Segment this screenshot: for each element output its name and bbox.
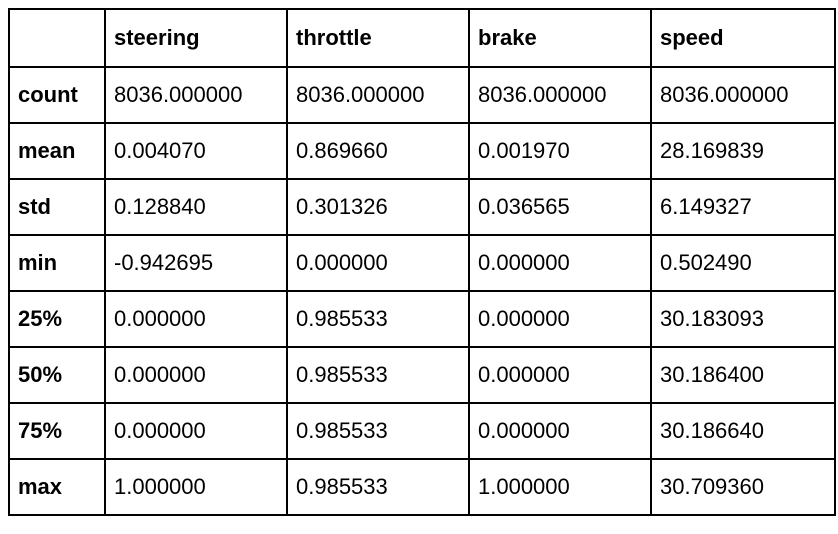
table-cell: 0.128840 — [104, 178, 288, 236]
table-cell: 1.000000 — [468, 458, 652, 516]
table-cell: 0.985533 — [286, 290, 470, 348]
table-cell: 0.985533 — [286, 346, 470, 404]
table-cell: 1.000000 — [104, 458, 288, 516]
table-cell: 0.869660 — [286, 122, 470, 180]
table-cell: 28.169839 — [650, 122, 836, 180]
table-cell: 0.000000 — [104, 346, 288, 404]
table-cell: 8036.000000 — [286, 66, 470, 124]
table-header-row: steering throttle brake speed — [8, 8, 836, 68]
table-row: min -0.942695 0.000000 0.000000 0.502490 — [8, 234, 836, 292]
table-row: std 0.128840 0.301326 0.036565 6.149327 — [8, 178, 836, 236]
table-cell: 30.183093 — [650, 290, 836, 348]
row-label-mean: mean — [8, 122, 106, 180]
table-cell: 6.149327 — [650, 178, 836, 236]
table-row: count 8036.000000 8036.000000 8036.00000… — [8, 66, 836, 124]
describe-stats-table: steering throttle brake speed count 8036… — [8, 8, 836, 516]
table-cell: 30.186400 — [650, 346, 836, 404]
table-cell: -0.942695 — [104, 234, 288, 292]
table-row: max 1.000000 0.985533 1.000000 30.709360 — [8, 458, 836, 516]
table-cell: 0.001970 — [468, 122, 652, 180]
table-cell: 0.985533 — [286, 402, 470, 460]
row-label-50-percent: 50% — [8, 346, 106, 404]
header-corner-cell — [8, 8, 106, 68]
table-cell: 0.004070 — [104, 122, 288, 180]
table-cell: 8036.000000 — [468, 66, 652, 124]
row-label-std: std — [8, 178, 106, 236]
table-cell: 8036.000000 — [650, 66, 836, 124]
table-cell: 0.502490 — [650, 234, 836, 292]
table-cell: 0.000000 — [468, 234, 652, 292]
table-cell: 8036.000000 — [104, 66, 288, 124]
table-cell: 0.301326 — [286, 178, 470, 236]
table-cell: 0.000000 — [286, 234, 470, 292]
table-row: 75% 0.000000 0.985533 0.000000 30.186640 — [8, 402, 836, 460]
row-label-75-percent: 75% — [8, 402, 106, 460]
column-header-steering: steering — [104, 8, 288, 68]
row-label-max: max — [8, 458, 106, 516]
table-cell: 0.000000 — [104, 290, 288, 348]
table-row: 25% 0.000000 0.985533 0.000000 30.183093 — [8, 290, 836, 348]
table-cell: 0.036565 — [468, 178, 652, 236]
column-header-brake: brake — [468, 8, 652, 68]
table-cell: 0.000000 — [104, 402, 288, 460]
column-header-speed: speed — [650, 8, 836, 68]
table-cell: 0.000000 — [468, 402, 652, 460]
column-header-throttle: throttle — [286, 8, 470, 68]
table-cell: 0.000000 — [468, 290, 652, 348]
table-cell: 30.709360 — [650, 458, 836, 516]
row-label-count: count — [8, 66, 106, 124]
table-cell: 30.186640 — [650, 402, 836, 460]
table-cell: 0.985533 — [286, 458, 470, 516]
row-label-min: min — [8, 234, 106, 292]
table-cell: 0.000000 — [468, 346, 652, 404]
table-row: 50% 0.000000 0.985533 0.000000 30.186400 — [8, 346, 836, 404]
row-label-25-percent: 25% — [8, 290, 106, 348]
table-row: mean 0.004070 0.869660 0.001970 28.16983… — [8, 122, 836, 180]
describe-table-container: steering throttle brake speed count 8036… — [8, 8, 836, 516]
